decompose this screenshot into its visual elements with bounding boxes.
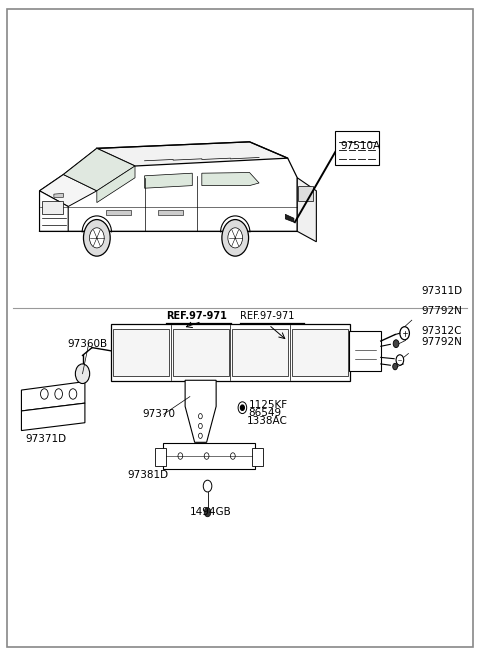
FancyBboxPatch shape bbox=[335, 131, 379, 165]
Circle shape bbox=[240, 405, 244, 410]
Text: 97381D: 97381D bbox=[127, 470, 168, 480]
Polygon shape bbox=[39, 174, 97, 207]
Text: 97792N: 97792N bbox=[421, 337, 462, 348]
Circle shape bbox=[393, 363, 397, 370]
FancyBboxPatch shape bbox=[349, 331, 381, 371]
Text: 86549: 86549 bbox=[249, 408, 282, 418]
Polygon shape bbox=[185, 380, 216, 442]
Text: REF.97-971: REF.97-971 bbox=[240, 312, 294, 321]
Polygon shape bbox=[285, 215, 294, 222]
Circle shape bbox=[75, 364, 90, 384]
Circle shape bbox=[222, 220, 249, 256]
Circle shape bbox=[393, 340, 399, 348]
FancyBboxPatch shape bbox=[106, 210, 131, 215]
FancyBboxPatch shape bbox=[155, 448, 166, 466]
Text: 97360B: 97360B bbox=[67, 338, 108, 349]
FancyBboxPatch shape bbox=[158, 210, 183, 215]
Polygon shape bbox=[54, 194, 63, 197]
Polygon shape bbox=[97, 142, 288, 166]
FancyBboxPatch shape bbox=[292, 329, 348, 376]
Polygon shape bbox=[22, 403, 85, 430]
FancyBboxPatch shape bbox=[42, 201, 63, 215]
Circle shape bbox=[84, 220, 110, 256]
Text: 1125KF: 1125KF bbox=[249, 400, 288, 410]
Text: 1338AC: 1338AC bbox=[247, 416, 288, 426]
Circle shape bbox=[228, 228, 242, 248]
Circle shape bbox=[89, 228, 104, 248]
FancyBboxPatch shape bbox=[252, 448, 264, 466]
FancyBboxPatch shape bbox=[298, 186, 313, 201]
Polygon shape bbox=[39, 191, 68, 232]
FancyBboxPatch shape bbox=[163, 443, 255, 469]
Text: 97311D: 97311D bbox=[421, 287, 462, 297]
FancyBboxPatch shape bbox=[232, 329, 288, 376]
FancyBboxPatch shape bbox=[113, 329, 169, 376]
Polygon shape bbox=[97, 166, 135, 203]
Polygon shape bbox=[39, 142, 297, 232]
Circle shape bbox=[204, 508, 211, 517]
Text: 97510A: 97510A bbox=[340, 142, 380, 152]
Text: REF.97-971: REF.97-971 bbox=[166, 312, 227, 321]
Text: 97371D: 97371D bbox=[25, 434, 66, 444]
Text: 97792N: 97792N bbox=[421, 306, 462, 316]
Polygon shape bbox=[144, 173, 192, 188]
Text: 97312C: 97312C bbox=[421, 325, 462, 336]
Text: 97370: 97370 bbox=[142, 409, 175, 419]
Text: 1494GB: 1494GB bbox=[190, 507, 232, 517]
FancyBboxPatch shape bbox=[111, 324, 350, 381]
FancyBboxPatch shape bbox=[173, 329, 228, 376]
Polygon shape bbox=[202, 173, 259, 186]
Polygon shape bbox=[22, 382, 85, 411]
Polygon shape bbox=[297, 178, 316, 242]
Polygon shape bbox=[63, 148, 135, 191]
